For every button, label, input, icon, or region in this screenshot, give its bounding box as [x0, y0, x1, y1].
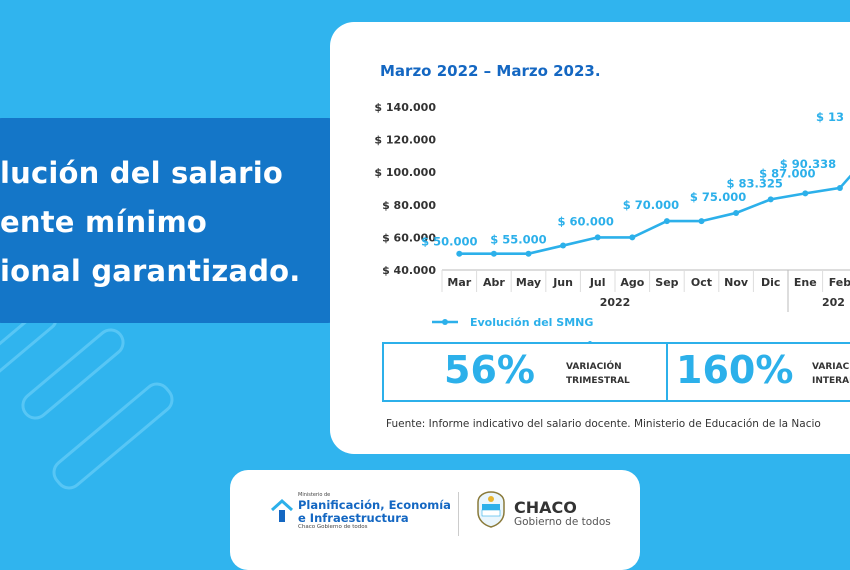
data-label: $ 13 [816, 110, 844, 124]
ministry-label-small: Ministerio de [298, 492, 331, 498]
data-label: $ 50.000 [421, 235, 477, 249]
data-label: $ 83.325 [727, 176, 783, 190]
data-point [525, 250, 532, 257]
year-label-2022: 2022 [600, 296, 631, 309]
source-note: Fuente: Informe indicativo del salario d… [386, 418, 821, 430]
data-label: $ 90.338 [780, 157, 836, 171]
legend-marker [442, 319, 448, 325]
headline-line-2: ente mínimo [0, 205, 208, 239]
y-tick-label: $ 140.000 [374, 101, 436, 114]
x-tick-label: Nov [724, 276, 749, 289]
x-tick-label: Ago [620, 276, 644, 289]
legend-label: Evolución del SMNG [470, 316, 593, 329]
data-label: $ 75.000 [690, 190, 746, 204]
data-point [663, 218, 670, 225]
y-tick-label: $ 60.000 [382, 231, 436, 244]
stat-trimestral-value: 56% [444, 348, 535, 392]
x-tick-label: Dic [761, 276, 780, 289]
x-tick-label: Feb [829, 276, 850, 289]
data-point [836, 184, 843, 191]
headline-block: lución del salario ente mínimo ional gar… [0, 118, 350, 323]
line-chart: $ 40.000 $ 60.000 $ 80.000 $ 100.000 $ 120.0… [374, 101, 850, 342]
x-tick-label: Jun [552, 276, 573, 289]
year-label-2023: 202 [822, 296, 845, 309]
stat-interanual-label-line1: VARIAC [812, 362, 850, 372]
data-point [802, 190, 809, 197]
data-point [560, 242, 567, 249]
data-point [629, 234, 636, 241]
x-tick-label: Oct [691, 276, 712, 289]
ministry-name-line1: Planificación, Economía [298, 498, 451, 512]
y-tick-label: $ 100.000 [374, 166, 436, 179]
legend-dot [588, 341, 592, 342]
x-tick-label: Sep [655, 276, 678, 289]
data-label: $ 70.000 [623, 198, 679, 212]
ministry-name-line2: e Infraestructura [298, 511, 409, 525]
data-point [767, 196, 774, 203]
x-tick-label: May [516, 276, 541, 289]
chaco-title: CHACO [514, 498, 577, 517]
y-tick-label: $ 80.000 [382, 199, 436, 212]
headline-line-1: lución del salario [0, 156, 283, 190]
chart-card: Marzo 2022 – Marzo 2023. $ 40.000 $ 60.00… [330, 22, 850, 454]
x-tick-label: Ene [794, 276, 817, 289]
stat-interanual-value: 160% [676, 348, 794, 392]
chaco-subtitle: Gobierno de todos [514, 516, 611, 528]
data-label: $ 87.000 [759, 166, 815, 180]
x-tick-label: Jul [589, 276, 606, 289]
ministry-logo-icon [270, 498, 294, 522]
data-label: $ 55.000 [490, 233, 546, 247]
y-tick-label: $ 120.000 [374, 134, 436, 147]
stat-interanual-label: VARIAC INTERAN [812, 360, 850, 388]
footer-logos: Ministerio de Planificación, Economía e … [230, 470, 640, 570]
stat-interanual-label-line2: INTERAN [812, 376, 850, 386]
stat-trimestral-label-line1: VARIACIÓN [566, 362, 622, 372]
x-tick-label: Abr [483, 276, 505, 289]
data-point [594, 234, 601, 241]
data-label: $ 60.000 [558, 214, 614, 228]
stats-box: 56% VARIACIÓN TRIMESTRAL 160% VARIAC INT… [382, 342, 850, 402]
data-point [490, 250, 497, 257]
headline-line-3: ional garantizado. [0, 254, 301, 288]
chaco-shield-icon [477, 491, 505, 528]
data-point [698, 218, 705, 225]
chart-title: Marzo 2022 – Marzo 2023. [380, 62, 601, 80]
ministry-subtitle: Chaco Gobierno de todos [298, 524, 368, 530]
x-tick-label: Mar [447, 276, 471, 289]
stat-trimestral-label-line2: TRIMESTRAL [566, 376, 630, 386]
stat-trimestral-label: VARIACIÓN TRIMESTRAL [566, 360, 630, 388]
stat-divider [666, 344, 668, 400]
data-point [456, 250, 463, 257]
y-tick-label: $ 40.000 [382, 264, 436, 277]
data-point [733, 209, 740, 216]
footer-divider [458, 492, 459, 536]
